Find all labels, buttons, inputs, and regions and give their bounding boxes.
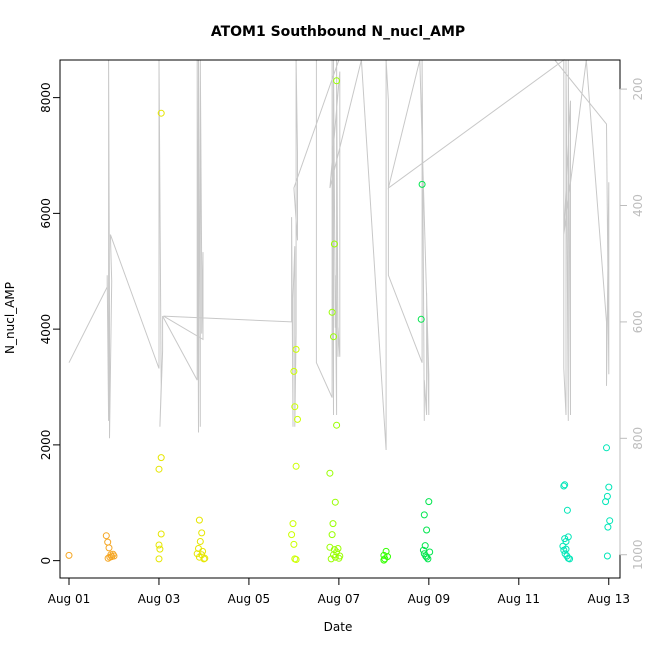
x-tick-label: Aug 13 — [587, 592, 630, 606]
data-point — [155, 465, 163, 473]
data-point — [603, 552, 611, 560]
chart-title: ATOM1 Southbound N_nucl_AMP — [211, 24, 465, 40]
data-point — [195, 516, 203, 524]
data-point — [289, 520, 297, 528]
data-point — [157, 530, 165, 538]
data-point — [104, 554, 112, 562]
data-point — [292, 462, 300, 470]
data-point — [420, 511, 428, 519]
data-point — [196, 538, 204, 545]
data-point — [290, 367, 298, 375]
data-point — [198, 529, 206, 537]
data-point — [331, 553, 339, 561]
right-tick-label: 400 — [631, 194, 645, 217]
data-point — [104, 538, 112, 546]
data-point — [560, 482, 568, 490]
data-point — [605, 483, 613, 491]
data-point — [201, 554, 209, 562]
data-point — [423, 553, 431, 561]
data-point — [603, 444, 610, 452]
x-tick-label: Aug 05 — [228, 592, 271, 606]
data-point — [561, 481, 569, 489]
y-tick-label: 0 — [39, 557, 53, 565]
data-point — [382, 547, 390, 555]
data-point — [564, 533, 572, 541]
data-point — [327, 555, 335, 563]
data-point — [155, 555, 163, 563]
data-point — [156, 545, 164, 553]
right-axis: 200 400 600 800 1000 — [619, 78, 645, 570]
data-point — [602, 498, 610, 506]
data-point — [333, 77, 341, 85]
data-point — [328, 531, 336, 539]
overlay-line — [68, 59, 610, 451]
data-point — [65, 551, 73, 559]
data-point — [419, 546, 427, 554]
data-point — [157, 109, 165, 117]
data-point — [294, 415, 301, 423]
y-axis: 0 2000 4000 6000 8000 — [39, 82, 61, 565]
data-point — [380, 551, 388, 559]
data-point — [291, 555, 299, 563]
data-point — [157, 454, 165, 462]
data-point — [292, 345, 300, 353]
x-tick-label: Aug 09 — [408, 592, 451, 606]
data-point — [417, 315, 425, 323]
x-tick-label: Aug 03 — [138, 592, 181, 606]
data-point — [330, 333, 337, 341]
y-tick-label: 2000 — [39, 430, 53, 461]
data-point — [110, 552, 118, 560]
overlay-line-group — [68, 59, 610, 451]
data-point — [423, 526, 431, 534]
data-point — [561, 550, 569, 558]
right-tick-label: 200 — [631, 78, 645, 101]
data-point — [330, 240, 338, 248]
x-tick-label: Aug 11 — [498, 592, 541, 606]
data-point — [384, 553, 391, 561]
data-point — [199, 547, 207, 555]
data-point — [291, 403, 299, 411]
data-point — [336, 552, 344, 560]
data-point — [155, 541, 163, 549]
y-axis-label: N_nucl_AMP — [3, 282, 17, 354]
points-group — [65, 77, 614, 564]
data-point — [604, 523, 612, 531]
x-axis-label: Date — [324, 620, 353, 634]
y-tick-label: 4000 — [39, 314, 53, 345]
y-tick-label: 8000 — [39, 82, 53, 113]
data-point — [606, 517, 614, 525]
y-tick-label: 6000 — [39, 198, 53, 229]
data-point — [288, 531, 296, 539]
data-point — [329, 520, 337, 528]
data-point — [562, 545, 570, 553]
data-point — [566, 555, 574, 563]
data-point — [426, 548, 434, 556]
data-point — [380, 556, 388, 564]
data-point — [290, 540, 298, 548]
data-point — [328, 308, 336, 316]
data-point — [425, 498, 433, 506]
data-point — [105, 544, 113, 552]
data-point — [326, 469, 334, 477]
right-tick-label: 600 — [631, 310, 645, 333]
x-axis: Aug 01 Aug 03 Aug 05 Aug 07 Aug 09 Aug 11 Aug … — [48, 577, 630, 606]
data-point — [333, 421, 341, 429]
data-point — [418, 180, 426, 188]
data-point — [563, 506, 571, 514]
x-tick-label: Aug 07 — [318, 592, 361, 606]
right-tick-label: 800 — [631, 427, 645, 450]
data-point — [102, 532, 110, 540]
data-point — [424, 555, 432, 563]
data-point — [330, 546, 338, 554]
data-point — [331, 498, 339, 506]
right-tick-label: 1000 — [631, 539, 645, 570]
data-point — [421, 542, 429, 550]
data-point — [334, 545, 342, 552]
x-tick-label: Aug 01 — [48, 592, 91, 606]
